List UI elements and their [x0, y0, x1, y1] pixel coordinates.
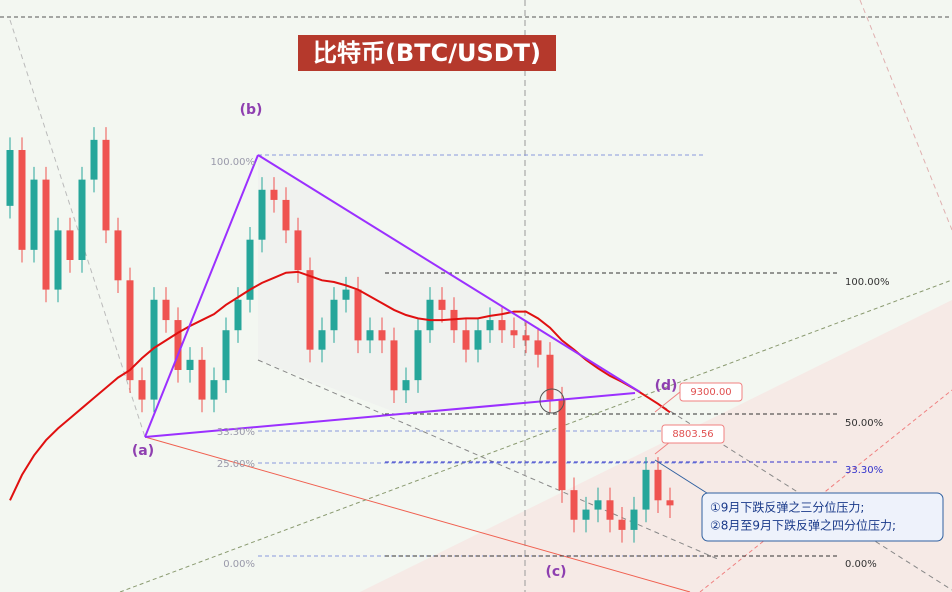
- candle-body: [486, 320, 494, 331]
- candle-body: [186, 359, 194, 370]
- point-label: (b): [240, 102, 263, 118]
- fib-label: 100.00%: [211, 157, 256, 168]
- candle-body: [246, 239, 254, 300]
- chart-title: 比特币(BTC/USDT): [313, 39, 541, 67]
- candle-body: [354, 289, 362, 341]
- point-label: (a): [132, 443, 154, 459]
- candle-body: [54, 230, 62, 290]
- fib-label: 0.00%: [845, 559, 877, 570]
- candle-body: [102, 139, 110, 231]
- candle-body: [390, 340, 398, 391]
- guide: [119, 279, 952, 592]
- candle-body: [330, 299, 338, 331]
- candle-body: [630, 509, 638, 530]
- wave-line: [144, 392, 636, 438]
- point-label: (d): [655, 378, 678, 394]
- candle-body: [138, 380, 146, 400]
- candle-body: [462, 330, 470, 350]
- price-box: [679, 382, 743, 402]
- candle-body: [282, 199, 290, 231]
- candle-body: [306, 270, 314, 350]
- triangle-zone: [258, 155, 640, 414]
- candle-body: [570, 490, 578, 520]
- candle-body: [66, 230, 74, 260]
- candle-body: [270, 189, 278, 200]
- candle-body: [522, 335, 530, 341]
- plot: [6, 127, 674, 543]
- fib-label: 50.00%: [845, 418, 883, 429]
- guide: [144, 436, 691, 592]
- candle-body: [90, 139, 98, 180]
- fib-label: 0.00%: [223, 559, 255, 570]
- candle-body: [402, 380, 410, 391]
- price-box: [661, 424, 725, 444]
- candle-body: [114, 230, 122, 281]
- candle-body: [438, 299, 446, 310]
- candle-body: [594, 500, 602, 510]
- guide: [257, 359, 721, 561]
- candle-body: [534, 340, 542, 355]
- guide: [9, 19, 146, 438]
- candle-body: [426, 299, 434, 331]
- wave-line: [144, 154, 259, 438]
- candle-body: [546, 354, 554, 400]
- guide: [699, 389, 952, 592]
- candle-body: [642, 469, 650, 510]
- candle-body: [126, 280, 134, 381]
- candle-body: [474, 330, 482, 350]
- candle-body: [222, 330, 230, 381]
- guide: [639, 391, 952, 591]
- candle-body: [174, 320, 182, 370]
- note-pointer: [654, 459, 711, 496]
- price-label: 9300.00: [690, 387, 731, 398]
- candle-body: [318, 330, 326, 350]
- candle-body: [654, 469, 662, 501]
- candle-body: [150, 299, 158, 400]
- note-text: ②8月至9月下跌反弹之四分位压力;: [710, 518, 896, 533]
- price-pointer: [654, 391, 681, 413]
- candle-body: [234, 299, 242, 331]
- candle-body: [30, 179, 38, 250]
- candle-body: [414, 330, 422, 381]
- candle-body: [378, 330, 386, 341]
- candle-body: [618, 519, 626, 530]
- title-box: [298, 35, 556, 71]
- candle-body: [42, 179, 50, 290]
- fib-label: 25.00%: [217, 459, 255, 470]
- candle-body: [606, 500, 614, 520]
- candle-body: [210, 380, 218, 400]
- candle-body: [342, 289, 350, 300]
- candle-body: [294, 230, 302, 271]
- note-box: [701, 492, 944, 542]
- candle-body: [162, 299, 170, 321]
- candle-body: [78, 179, 86, 260]
- candle-body: [198, 359, 206, 400]
- wave-line: [257, 154, 641, 393]
- candle-body: [558, 399, 566, 491]
- fib-label: 100.00%: [845, 277, 890, 288]
- candle-body: [510, 330, 518, 336]
- point-label: (c): [545, 564, 566, 580]
- note-text: ①9月下跌反弹之三分位压力;: [710, 500, 864, 515]
- fib-label: 33.30%: [217, 427, 255, 438]
- candle-body: [18, 150, 26, 250]
- fib-label: 33.30%: [845, 465, 883, 476]
- candle-body: [498, 320, 506, 331]
- candle-body: [258, 189, 266, 240]
- moving-average: [9, 270, 671, 501]
- price-label: 8803.56: [672, 429, 713, 440]
- candle-body: [366, 330, 374, 341]
- candle-body: [6, 150, 14, 206]
- candle-body: [582, 509, 590, 520]
- marker-circle: [539, 388, 565, 414]
- candle-body: [666, 500, 674, 506]
